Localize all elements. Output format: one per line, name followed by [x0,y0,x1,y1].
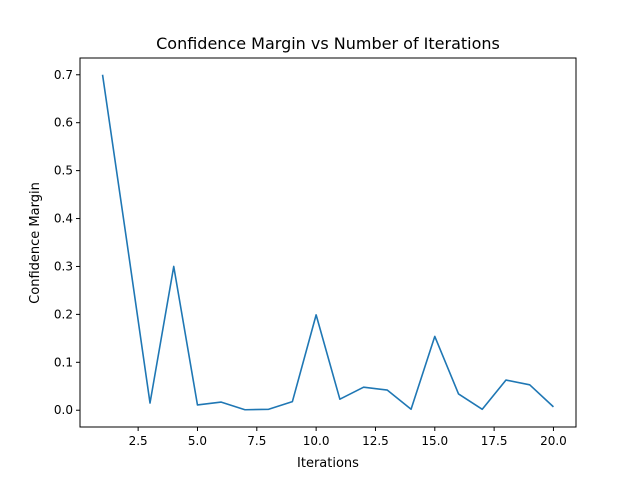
chart-title: Confidence Margin vs Number of Iteration… [156,34,500,53]
x-tick-label: 2.5 [129,434,148,448]
y-tick-label: 0.1 [54,355,73,369]
x-tick-label: 15.0 [421,434,448,448]
x-tick-label: 10.0 [303,434,330,448]
y-tick-label: 0.0 [54,403,73,417]
y-tick-label: 0.6 [54,116,73,130]
y-axis-ticks: 0.0 0.1 0.2 0.3 0.4 0.5 0.6 0.7 [54,68,80,417]
y-tick-label: 0.4 [54,212,73,226]
y-tick-label: 0.5 [54,164,73,178]
y-tick-label: 0.3 [54,259,73,273]
x-tick-label: 5.0 [188,434,207,448]
x-tick-label: 7.5 [247,434,266,448]
x-tick-label: 17.5 [481,434,508,448]
series-line [101,74,554,411]
series-layer [101,74,554,411]
x-tick-label: 12.5 [362,434,389,448]
y-axis-label: Confidence Margin [28,182,43,304]
x-axis-ticks: 2.5 5.0 7.5 10.0 12.5 15.0 17.5 20.0 [129,427,567,448]
y-tick-label: 0.7 [54,68,73,82]
axes-frame [79,57,577,428]
y-tick-label: 0.2 [54,307,73,321]
plot-area: 2.5 5.0 7.5 10.0 12.5 15.0 17.5 20.0 0.00.10.20… [54,57,577,448]
x-axis-label: Iterations [297,456,359,471]
x-tick-label: 20.0 [540,434,567,448]
